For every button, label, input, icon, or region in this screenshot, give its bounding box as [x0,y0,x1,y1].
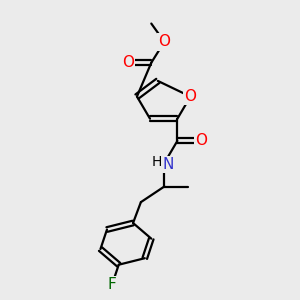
Text: O: O [158,34,170,49]
Text: N: N [162,157,173,172]
Text: O: O [195,134,207,148]
Text: O: O [184,89,196,104]
Text: F: F [108,277,117,292]
Text: O: O [122,55,134,70]
Text: H: H [152,155,162,169]
